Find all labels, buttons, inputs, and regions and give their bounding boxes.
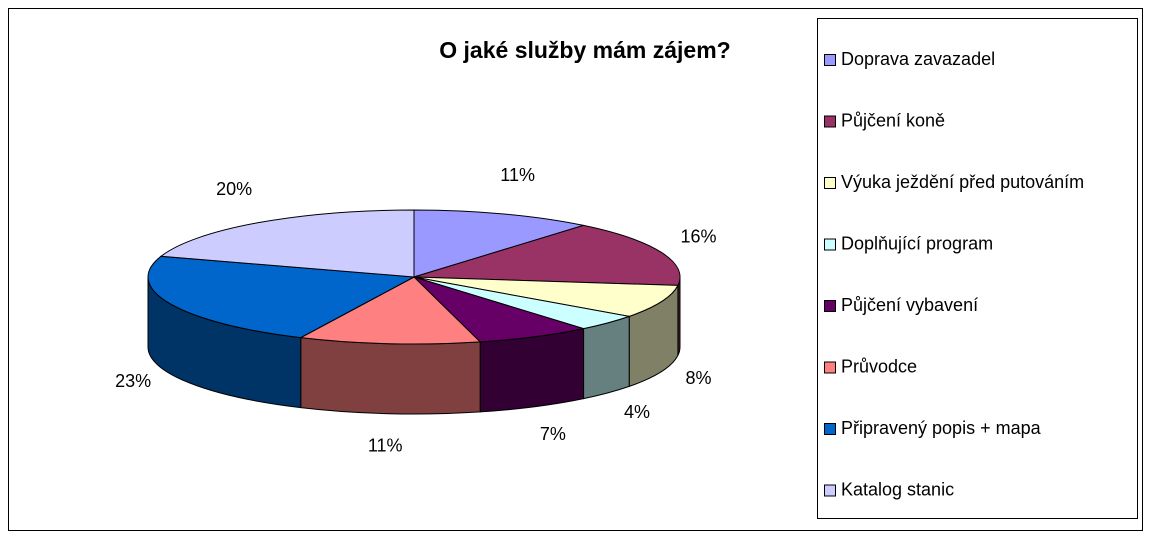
legend-label: Půjčení koně (841, 110, 945, 130)
slice (413, 224, 681, 286)
legend-label: Průvodce (841, 356, 917, 376)
legend-label: Připravený popis + mapa (841, 418, 1042, 438)
legend-swatch (824, 300, 836, 312)
data-label: 7% (540, 424, 566, 444)
legend-items: Doprava zavazadel Půjčení koně Výuka ježdě… (824, 49, 1084, 499)
legend-label: Výuka ježdění před putováním (841, 172, 1084, 192)
legend-label: Doprava zavazadel (841, 49, 995, 69)
slice-side (583, 315, 630, 400)
chart-title: O jaké služby mám zájem? (439, 37, 730, 63)
slice (413, 276, 584, 343)
slice-side (300, 337, 481, 415)
data-label: 11% (500, 165, 535, 185)
legend-swatch (824, 238, 836, 251)
data-label: 16% (680, 226, 716, 246)
legend-swatch (824, 115, 836, 128)
legend-swatch (824, 484, 836, 497)
pie: 11% 16% 8% 4% 7% 11% 23% 20% (115, 165, 716, 455)
slice (147, 255, 416, 339)
data-label: 20% (216, 179, 252, 199)
legend (817, 18, 1138, 519)
legend-swatch (824, 54, 836, 66)
data-label: 23% (115, 371, 151, 391)
legend-swatch (824, 423, 836, 435)
legend-label: Půjčení vybavení (841, 295, 978, 315)
slice (413, 276, 679, 317)
legend-label: Doplňující program (841, 233, 993, 253)
slice (159, 209, 415, 278)
legend-label: Katalog stanic (841, 479, 954, 499)
data-label: 4% (624, 402, 650, 422)
slice (299, 276, 482, 345)
data-label: 11% (368, 435, 403, 455)
data-label: 8% (686, 368, 712, 388)
slice (413, 209, 584, 278)
legend-swatch (824, 177, 836, 189)
legend-swatch (824, 361, 836, 374)
